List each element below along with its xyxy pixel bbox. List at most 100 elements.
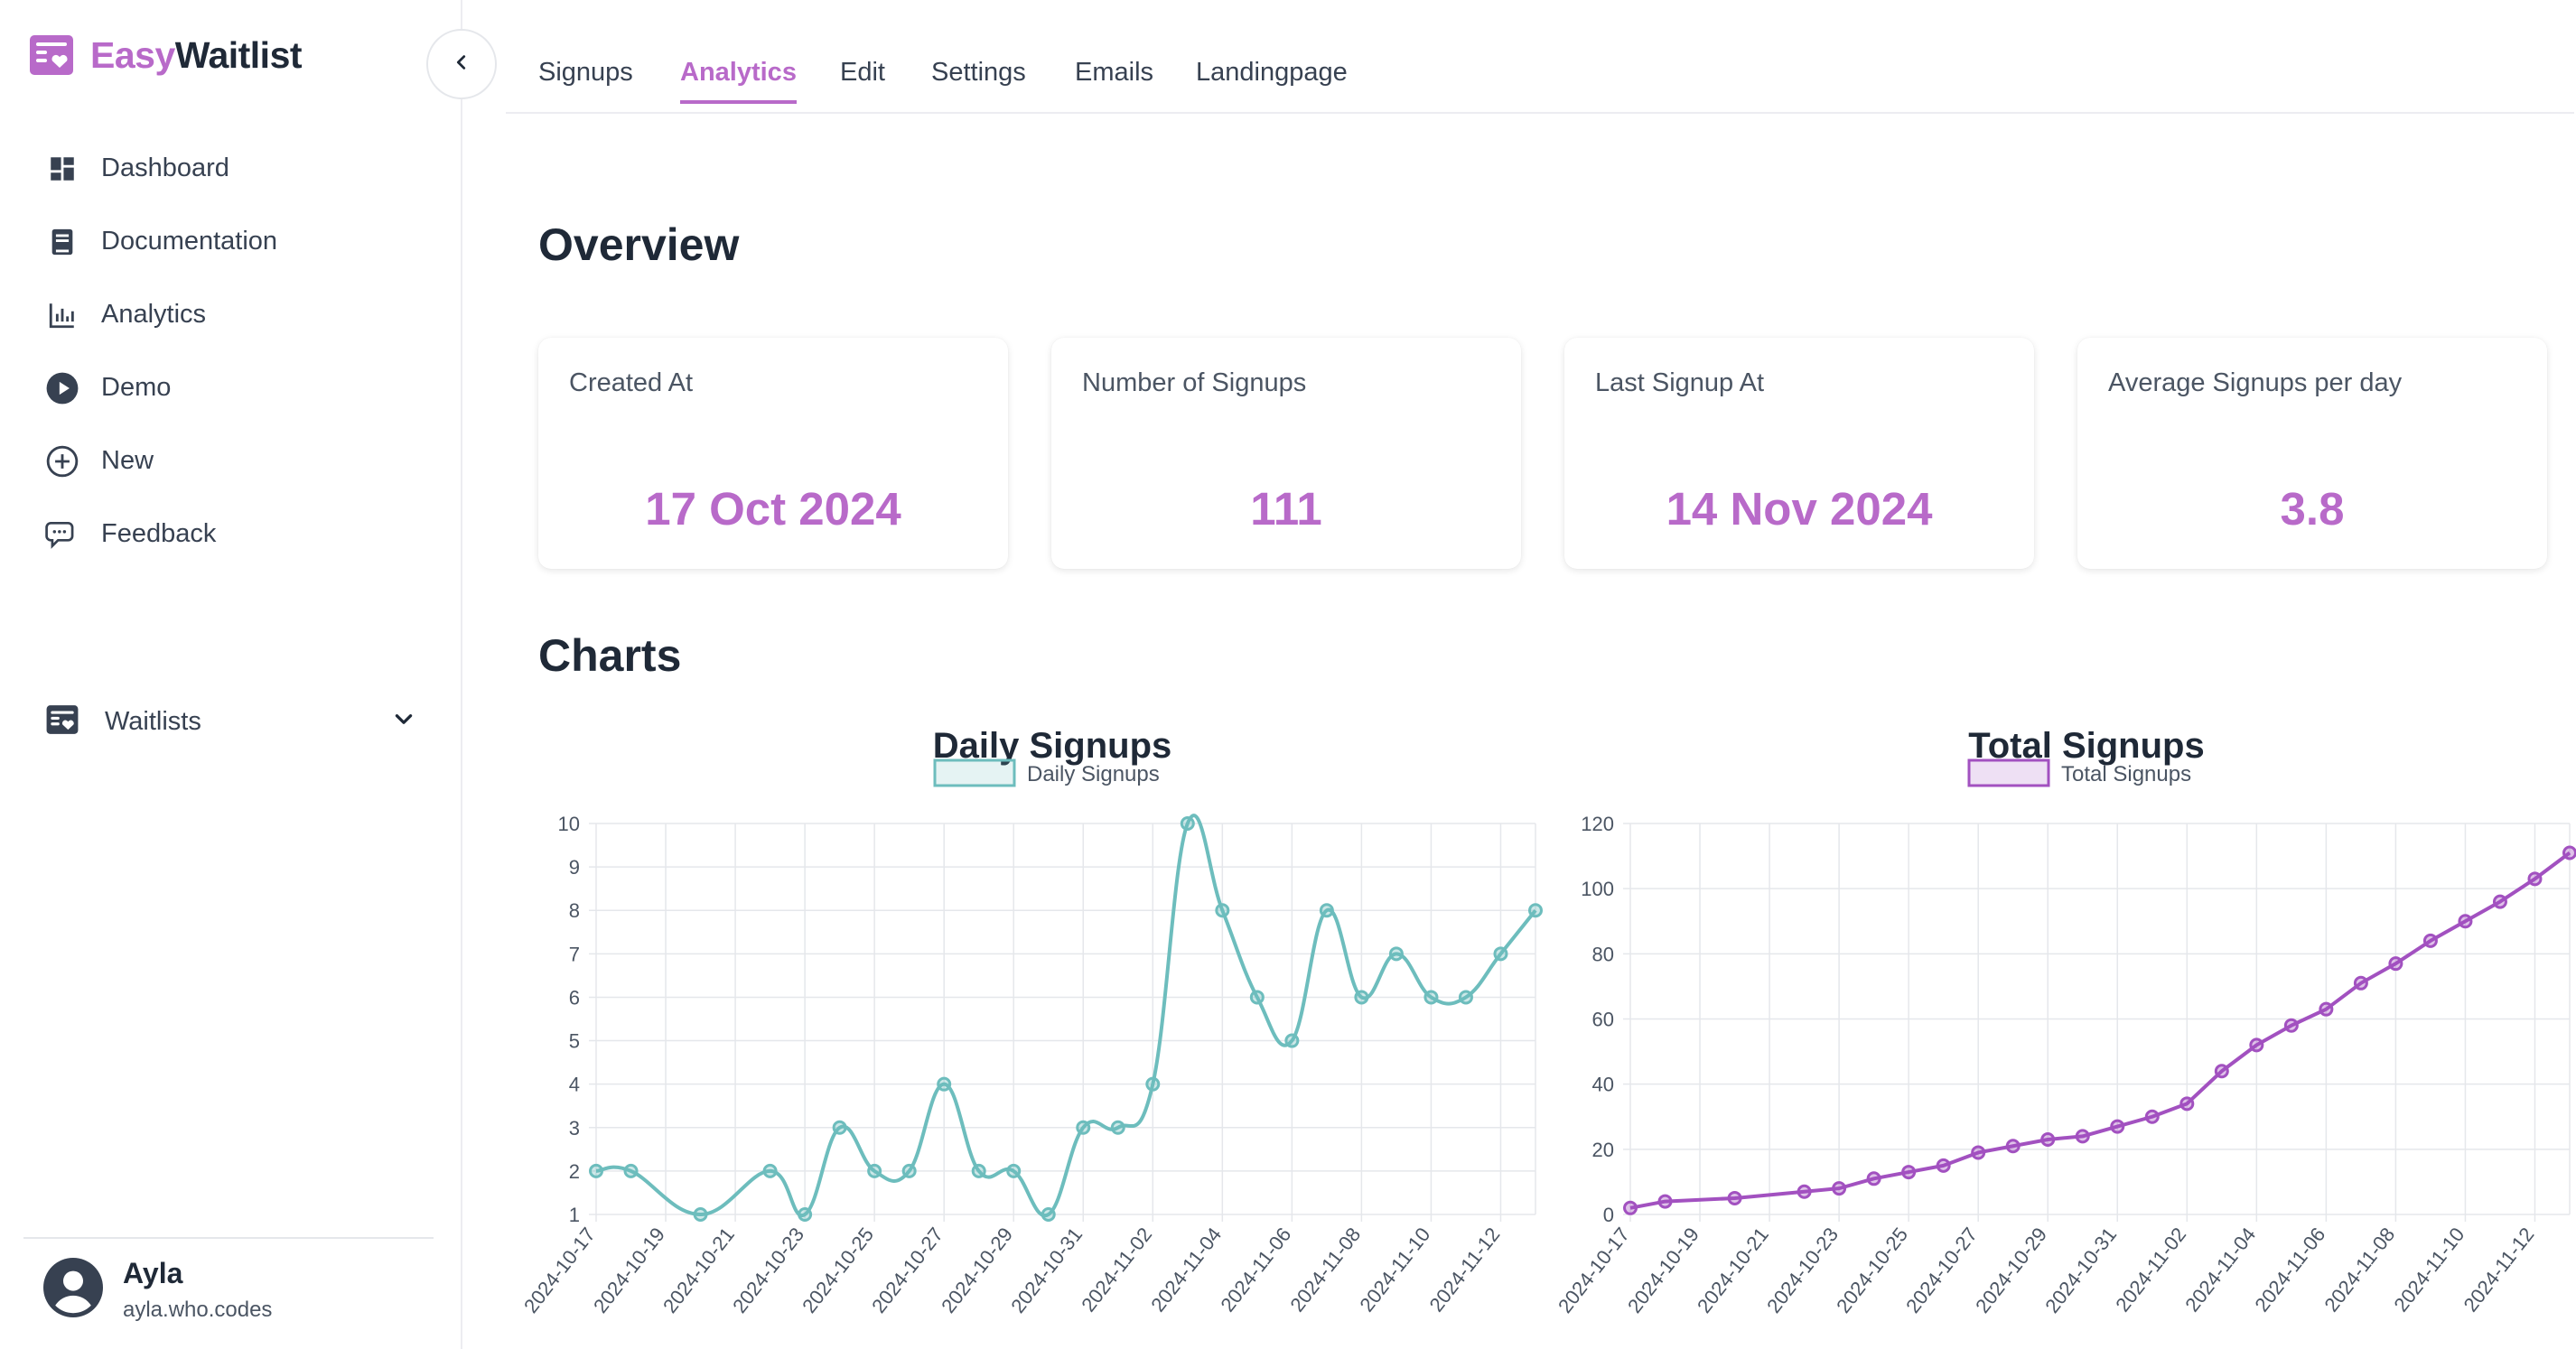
brand-name-easy: Easy [90,33,175,76]
x-tick-label: 2024-10-17 [1554,1223,1634,1317]
y-tick-label: 80 [1592,943,1614,965]
tab-emails[interactable]: Emails [1075,58,1154,87]
data-point [2458,914,2473,929]
plus-circle-icon [45,444,79,479]
charts-heading: Charts [538,630,682,681]
stat-card-title: Created At [569,368,694,397]
sidebar-divider [23,1237,434,1239]
y-tick-label: 0 [1603,1204,1614,1226]
tab-landingpage[interactable]: Landingpage [1196,58,1348,87]
collapse-sidebar-button[interactable] [426,29,497,99]
data-point [1797,1184,1812,1199]
legend-label: Total Signups [2061,762,2191,786]
data-point [589,1163,603,1178]
x-tick-label: 2024-11-06 [2250,1223,2329,1316]
dashboard-icon [45,152,79,186]
overview-heading: Overview [538,219,740,270]
data-point [1971,1145,1986,1160]
x-tick-label: 2024-10-17 [519,1223,600,1317]
sidebar-item-dashboard[interactable]: Dashboard [25,132,441,205]
data-point [1657,1194,1673,1209]
data-point [2005,1139,2021,1154]
x-tick-label: 2024-10-27 [1901,1223,1982,1317]
avatar [43,1258,103,1322]
data-point [1076,1120,1091,1135]
data-point [2353,975,2368,991]
x-tick-label: 2024-11-08 [2319,1223,2399,1316]
brand-name: EasyWaitlist [90,33,303,77]
user-profile[interactable]: Ayla ayla.who.codes [43,1257,272,1323]
sidebar-item-label: Feedback [101,519,217,548]
x-tick-label: 2024-10-21 [658,1223,739,1317]
stat-card-title: Average Signups per day [2108,368,2403,397]
sidebar-item-label: Demo [101,373,172,402]
data-point [2249,1037,2264,1053]
daily-signups-chart: Daily Signups Daily Signups 1 2 3 4 5 6 7 8 9 10 202… [506,713,1545,1317]
data-point [2562,845,2576,861]
data-point [1623,1200,1638,1215]
x-tick-label: 2024-10-23 [728,1223,808,1317]
sidebar-item-documentation[interactable]: Documentation [25,205,441,278]
chat-icon [45,517,79,552]
data-point [1215,903,1230,918]
user-email: ayla.who.codes [123,1298,273,1322]
sidebar-item-demo[interactable]: Demo [25,351,441,424]
x-tick-label: 2024-11-02 [1077,1223,1156,1316]
total-signups-chart: Total Signups Total Signups 0 20 40 60 80 100 12… [1540,713,2576,1317]
data-point [2388,956,2403,972]
sidebar-item-new[interactable]: New [25,424,441,498]
data-point [2492,894,2507,909]
x-tick-label: 2024-11-08 [1285,1223,1365,1316]
sidebar-item-analytics[interactable]: Analytics [25,278,441,351]
data-point [867,1163,882,1178]
sidebar-nav: Dashboard Documentation Analytics Demo N… [25,132,441,571]
sidebar-item-feedback[interactable]: Feedback [25,498,441,571]
data-point [1110,1120,1125,1135]
x-tick-label: 2024-10-29 [1971,1223,2051,1317]
sidebar-item-label: New [101,446,154,475]
data-point [2075,1129,2090,1144]
x-tick-label: 2024-10-25 [798,1223,878,1317]
data-point [2527,871,2543,887]
x-tick-label: 2024-10-23 [1762,1223,1843,1317]
bar-chart-icon [45,298,79,332]
x-tick-label: 2024-11-04 [1146,1223,1226,1316]
data-point [2283,1018,2299,1033]
data-point [1284,1033,1300,1048]
stat-card-value: 3.8 [2280,483,2345,535]
data-point [1006,1163,1022,1178]
data-point [623,1163,639,1178]
x-tick-label: 2024-10-21 [1693,1223,1773,1317]
user-name: Ayla [123,1257,183,1289]
x-tick-label: 2024-10-29 [937,1223,1017,1317]
data-point [2319,1001,2334,1017]
tab-signups[interactable]: Signups [538,58,633,87]
data-point [2110,1119,2125,1134]
sidebar-item-label: Dashboard [101,154,229,182]
data-point [832,1120,847,1135]
waitlists-dropdown[interactable]: Waitlists [45,697,415,746]
y-tick-label: 7 [569,943,580,965]
sidebar-item-label: Analytics [101,300,207,329]
tab-settings[interactable]: Settings [931,58,1026,87]
x-tick-label: 2024-10-25 [1832,1223,1912,1317]
tab-analytics[interactable]: Analytics [680,58,797,104]
y-tick-label: 6 [569,986,580,1009]
brand-name-waitlist: Waitlist [174,33,303,76]
brand[interactable]: EasyWaitlist [29,33,303,78]
chevron-left-icon [452,52,471,77]
stat-card-title: Last Signup At [1595,368,1765,397]
y-tick-label: 4 [569,1074,580,1096]
x-tick-label: 2024-10-31 [1006,1223,1087,1317]
stat-card-average-signups: Average Signups per day 3.8 [2077,338,2547,569]
data-point [1458,990,1473,1005]
data-point [1145,1076,1161,1092]
series-line [595,814,1537,1218]
data-point [1936,1158,1951,1173]
tab-edit[interactable]: Edit [840,58,885,87]
data-point [1528,903,1543,918]
data-point [1901,1165,1917,1180]
x-tick-label: 2024-11-02 [2111,1223,2190,1316]
data-point [1493,946,1508,962]
